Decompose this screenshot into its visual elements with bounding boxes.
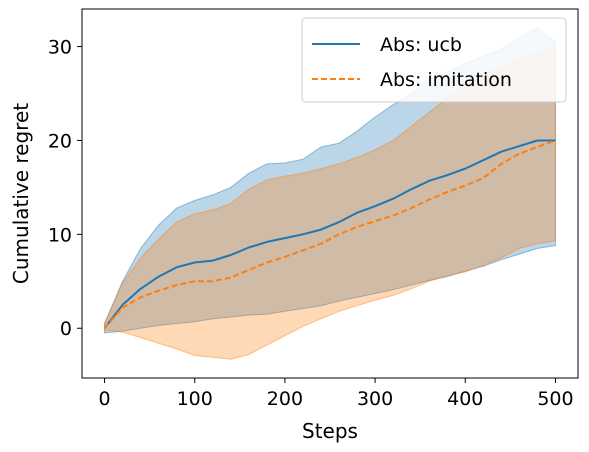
series-lines (103, 139, 556, 329)
x-tick-label: 0 (98, 388, 110, 410)
band-ucb (104, 27, 556, 334)
x-axis-label: Steps (302, 419, 358, 443)
legend: Abs: ucb Abs: imitation (301, 17, 567, 103)
legend-label-imitation: Abs: imitation (380, 69, 512, 91)
x-tick-label: 300 (357, 388, 393, 410)
y-tick-label: 20 (48, 130, 72, 152)
x-tick-label: 100 (177, 388, 213, 410)
y-tick-label: 0 (60, 318, 72, 340)
y-tick-label: 10 (48, 224, 72, 246)
y-axis-label: Cumulative regret (9, 103, 33, 284)
x-axis-ticks: 0 100 200 300 400 500 (98, 378, 574, 410)
band-imitation (104, 47, 556, 360)
x-tick-label: 400 (447, 388, 483, 410)
legend-label-ucb: Abs: ucb (380, 34, 462, 56)
confidence-bands (104, 27, 556, 360)
x-tick-label: 500 (537, 388, 573, 410)
legend-box (301, 17, 567, 103)
y-tick-label: 30 (48, 37, 72, 59)
x-tick-label: 200 (267, 388, 303, 410)
y-axis-ticks: 0 10 20 30 (48, 37, 82, 340)
plot-frame (81, 8, 579, 379)
line-imitation (103, 139, 556, 329)
line-ucb (103, 139, 556, 329)
